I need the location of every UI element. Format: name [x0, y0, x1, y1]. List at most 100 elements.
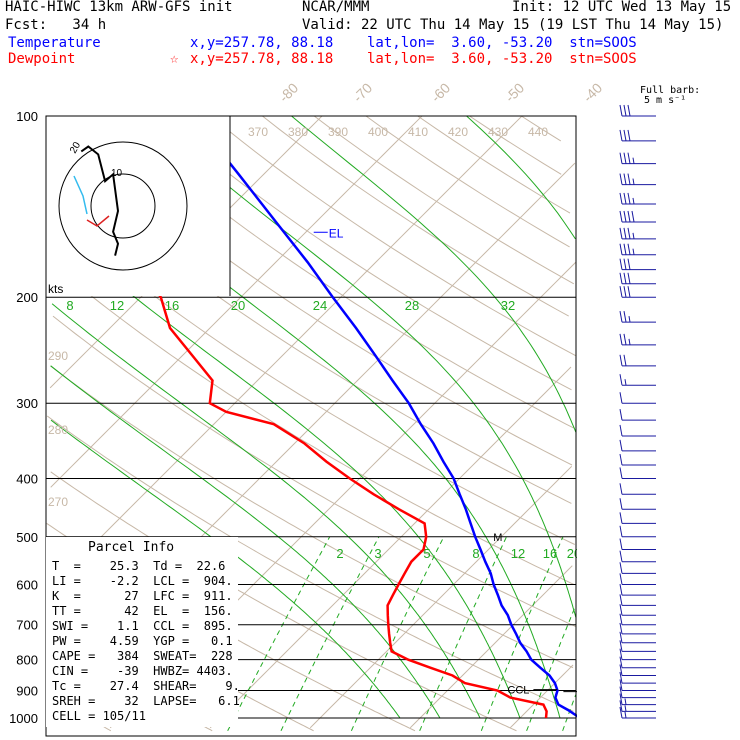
dry-adiabat-label: 440	[528, 125, 548, 139]
wind-barb-full	[619, 210, 623, 223]
theta-side-label: 290	[48, 349, 68, 363]
wind-barb	[619, 467, 656, 479]
moist-adiabat-label: 32	[501, 298, 515, 313]
pressure-label: 200	[16, 290, 38, 305]
wind-barb	[619, 686, 656, 699]
mixing-ratio-line	[562, 694, 577, 731]
wind-barb	[619, 573, 656, 585]
wind-barb	[619, 374, 656, 386]
wind-barb	[619, 631, 656, 644]
isotherm	[309, 465, 573, 729]
mixing-ratio-label: 2	[336, 546, 343, 561]
dry-adiabat	[313, 115, 575, 285]
wind-barb-half	[624, 705, 627, 712]
wind-barb-full	[619, 227, 623, 239]
barb-legend-line2: 5 m s⁻¹	[644, 95, 687, 106]
moist-adiabat	[50, 365, 441, 719]
pressure-label: 400	[16, 471, 38, 486]
barb-panel-bg	[577, 116, 740, 740]
wind-barb-full	[627, 258, 631, 270]
parcel-info-row: PW = 4.59 YGP = 0.1	[52, 634, 233, 648]
wind-barb-full	[623, 333, 627, 345]
wind-barb	[619, 129, 656, 142]
wind-barb-full	[619, 648, 623, 660]
wind-barb	[619, 227, 656, 240]
wind-barb-full	[619, 573, 623, 585]
wind-barb-half	[632, 178, 635, 185]
temperature-legend: Temperature	[8, 35, 101, 51]
dry-adiabat-label: 430	[488, 125, 508, 139]
title-center: NCAR/MMM	[302, 0, 370, 15]
dry-adiabat-label: 390	[328, 125, 348, 139]
wind-barb-full	[627, 210, 631, 223]
wind-barb-full	[623, 129, 627, 142]
wind-barb-full	[619, 679, 623, 691]
wind-barb	[619, 173, 656, 186]
pressure-label: 1000	[9, 711, 38, 726]
wind-barb-full	[619, 392, 623, 404]
wind-barb	[619, 333, 656, 346]
wind-barb-full	[619, 550, 623, 562]
wind-barb-full	[619, 613, 623, 625]
temperature-info: x,y=257.78, 88.18 lat,lon= 3.60, -53.20 …	[190, 35, 637, 51]
dry-adiabat	[51, 212, 576, 545]
hodograph-ring-label: 10	[111, 168, 123, 179]
wind-barb-full	[623, 210, 627, 223]
wind-barb	[619, 152, 656, 165]
theta-side-label: 280	[48, 423, 68, 437]
wind-barb	[619, 424, 656, 437]
wind-barb	[619, 210, 656, 223]
temperature-profile	[195, 115, 581, 720]
el-label: EL	[329, 226, 344, 240]
wind-barb	[619, 439, 656, 452]
isotherm	[50, 115, 423, 488]
wind-barb	[619, 483, 656, 495]
mixing-ratio-label: 12	[511, 546, 525, 561]
parcel-info-row: SWI = 1.1 CCL = 895.	[52, 619, 233, 633]
wind-barb	[619, 640, 656, 652]
isotherm	[409, 565, 573, 729]
wind-barb-full	[619, 243, 623, 255]
wind-barb-full	[619, 656, 623, 668]
wind-barb-full	[619, 631, 623, 643]
wind-barb-full	[619, 512, 623, 524]
wind-barb-full	[623, 227, 627, 239]
moist-adiabat	[291, 115, 577, 433]
mixing-ratio-label: 3	[374, 546, 381, 561]
isotherm	[45, 115, 523, 593]
wind-barb-full	[619, 424, 623, 437]
wind-barb-full	[619, 453, 623, 466]
pressure-label: 300	[16, 396, 38, 411]
wind-barb	[619, 311, 656, 323]
parcel-info-row: K = 27 LFC = 911.	[52, 589, 233, 603]
wind-barb-half	[628, 338, 631, 345]
wind-barb	[619, 584, 656, 596]
dry-adiabat-label: 400	[368, 125, 388, 139]
hodograph-trace	[80, 145, 120, 256]
wind-barb-full	[619, 686, 623, 698]
wind-barb	[619, 664, 656, 677]
hodograph-bg	[46, 116, 230, 296]
wind-barb	[619, 392, 656, 404]
wind-barb-full	[623, 243, 627, 255]
wind-barb	[619, 550, 656, 563]
wind-barb-full	[619, 584, 623, 596]
hodograph-ring-20	[58, 141, 188, 271]
dry-adiabat	[49, 261, 575, 585]
wind-barb-full	[623, 104, 627, 117]
wind-barb-full	[623, 192, 627, 205]
parcel-info-panel: Parcel Info T = 25.3 Td = 22.6 LI = -2.2 …	[46, 537, 240, 727]
wind-barb-full	[619, 374, 623, 386]
isotherm	[209, 366, 572, 729]
moist-adiabat	[146, 115, 577, 618]
wind-barb-full	[619, 671, 623, 684]
wind-barb	[619, 622, 656, 635]
dry-adiabat	[210, 115, 576, 357]
parcel-info-row: TT = 42 EL = 156.	[52, 604, 233, 618]
parcel-info-row: T = 25.3 Td = 22.6	[52, 559, 226, 573]
wind-barb	[619, 104, 656, 117]
wind-barb	[619, 512, 656, 524]
parcel-info-row: SREH = 32 LAPSE= 6.1	[52, 694, 240, 708]
wind-barb	[619, 706, 656, 719]
wind-barb	[619, 594, 656, 606]
